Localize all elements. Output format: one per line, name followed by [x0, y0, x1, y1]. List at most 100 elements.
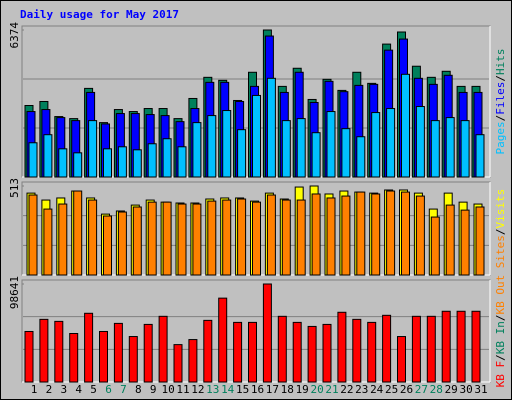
legend: KB F/KB In/KB Out — [494, 275, 507, 388]
bar — [401, 191, 410, 276]
bar — [88, 199, 98, 276]
x-tick-label: 5 — [90, 383, 97, 396]
bar — [132, 206, 142, 276]
x-tick-label: 21 — [325, 383, 338, 396]
legend-separator: / — [494, 314, 507, 321]
bar — [24, 330, 34, 383]
bar — [158, 315, 168, 383]
legend-separator: / — [494, 75, 507, 82]
bar — [143, 323, 153, 383]
bar — [311, 193, 321, 276]
bar — [28, 142, 38, 178]
bar — [367, 321, 377, 383]
bar — [28, 194, 38, 276]
bar — [203, 319, 213, 383]
bar — [356, 136, 366, 178]
chart-title: Daily usage for May 2017 — [20, 8, 179, 21]
legend-entry: KB Out — [494, 275, 507, 315]
x-tick-label: 28 — [430, 383, 443, 396]
bar — [326, 197, 336, 276]
bar — [117, 146, 127, 178]
x-tick-label: 26 — [400, 383, 413, 396]
bar — [222, 110, 232, 178]
bar — [128, 336, 138, 383]
bar — [352, 318, 362, 383]
legend-separator: / — [494, 354, 507, 361]
bar — [386, 190, 396, 276]
bar — [73, 190, 83, 276]
bar — [430, 120, 440, 178]
bar — [266, 194, 276, 276]
bar — [237, 198, 247, 276]
x-tick-label: 2 — [46, 383, 53, 396]
x-tick-label: 29 — [445, 383, 458, 396]
bar — [103, 215, 112, 276]
bar — [69, 333, 79, 383]
bar — [401, 73, 410, 178]
bar — [218, 297, 228, 383]
bar — [233, 321, 243, 383]
x-tick-label: 17 — [266, 383, 279, 396]
bar — [426, 315, 436, 383]
bar — [88, 120, 98, 178]
bar — [248, 321, 257, 383]
x-tick-label: 6 — [105, 383, 112, 396]
bar — [341, 195, 351, 276]
bar — [222, 199, 232, 276]
x-tick-label: 20 — [310, 383, 323, 396]
x-tick-label: 24 — [370, 383, 384, 396]
bar — [445, 204, 455, 276]
bar — [39, 318, 49, 383]
bar — [475, 134, 485, 178]
bar — [292, 321, 302, 383]
bar — [386, 108, 396, 178]
bar — [397, 336, 406, 383]
legend-entry: Sites — [494, 235, 507, 268]
bar — [296, 118, 306, 178]
bar — [371, 112, 381, 178]
bar — [326, 111, 336, 178]
bar — [307, 325, 317, 383]
bar — [430, 216, 440, 276]
legend-entry: KB F — [494, 361, 507, 388]
bar — [311, 132, 321, 178]
bar — [237, 129, 247, 178]
x-tick-label: 7 — [120, 383, 127, 396]
bar — [188, 339, 198, 383]
bar — [207, 200, 217, 276]
bar — [460, 209, 470, 276]
bar — [415, 106, 425, 178]
bar — [277, 315, 287, 383]
bar — [113, 322, 123, 383]
bar — [415, 195, 425, 276]
bar — [147, 201, 157, 276]
x-tick-label: 13 — [206, 383, 219, 396]
bar — [445, 117, 455, 178]
bar — [43, 208, 53, 276]
bar — [192, 122, 202, 178]
bar — [43, 134, 53, 178]
bar — [192, 203, 202, 276]
x-tick-label: 27 — [415, 383, 428, 396]
bar — [252, 94, 261, 178]
legend-entry: Hits — [494, 49, 507, 76]
bar — [54, 320, 64, 383]
bar — [132, 149, 142, 178]
legend-entry: Files — [494, 82, 507, 115]
bar — [99, 330, 108, 383]
x-tick-label: 22 — [340, 383, 353, 396]
bar — [262, 283, 272, 383]
bar — [460, 120, 470, 178]
x-tick-label: 25 — [385, 383, 398, 396]
bar — [58, 203, 68, 276]
bar — [162, 138, 172, 178]
bar — [173, 344, 183, 383]
bar — [252, 201, 261, 276]
y-tick-label: 513 — [8, 178, 21, 198]
legend-entry: Pages — [494, 121, 507, 154]
bar — [337, 311, 347, 383]
x-tick-label: 31 — [474, 383, 487, 396]
legend: Sites/Visits — [494, 189, 507, 269]
x-tick-label: 9 — [150, 383, 157, 396]
